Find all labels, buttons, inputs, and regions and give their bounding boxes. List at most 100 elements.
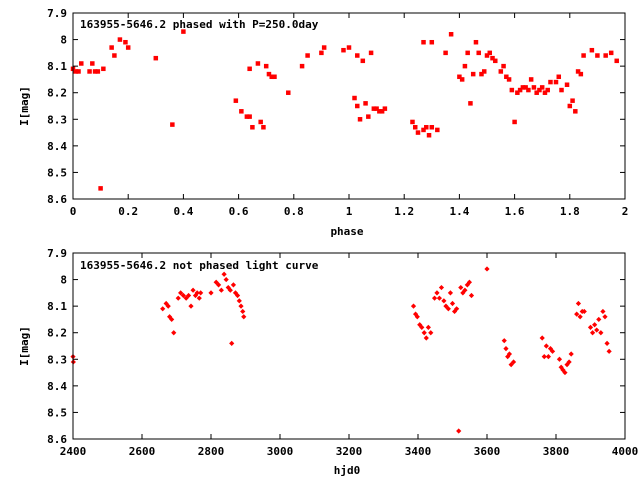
- phased-data-point: [109, 45, 114, 50]
- unphased-data-point: [232, 290, 239, 296]
- unphased-data-point: [454, 306, 460, 312]
- unphased-data-point: [449, 300, 456, 307]
- phased-y-tick-label: 8.2: [47, 87, 67, 100]
- phased-data-point: [575, 69, 581, 74]
- phased-marks: [70, 29, 619, 191]
- phased-data-point: [90, 61, 95, 66]
- unphased-data-point: [215, 282, 222, 288]
- phased-data-point: [346, 45, 352, 50]
- unphased-data-point: [238, 303, 244, 309]
- phased-data-point: [117, 37, 123, 42]
- phased-x-tick-label: 1.2: [394, 205, 414, 218]
- phased-data-point: [517, 87, 523, 93]
- unphased-data-point: [501, 338, 507, 344]
- phased-data-point: [468, 101, 473, 106]
- phased-data-point: [321, 45, 327, 50]
- unphased-x-tick-label: 3400: [405, 445, 432, 458]
- unphased-data-point: [564, 362, 570, 368]
- unphased-data-point: [419, 324, 425, 330]
- phased-data-point: [470, 71, 476, 77]
- phased-data-point: [567, 103, 573, 109]
- phased-data-point: [476, 50, 481, 56]
- unphased-data-point: [568, 351, 574, 357]
- unphased-data-point: [436, 295, 442, 301]
- phased-y-tick-label: 8.4: [47, 140, 67, 153]
- phased-x-tick-label: 1.8: [560, 205, 580, 218]
- phased-data-point: [255, 61, 261, 66]
- phased-data-point: [542, 90, 548, 95]
- phased-data-point: [87, 69, 92, 74]
- unphased-data-point: [464, 282, 470, 288]
- phased-data-point: [498, 69, 504, 74]
- phased-data-point: [526, 87, 531, 93]
- phased-x-axis-label: phase: [330, 225, 363, 238]
- unphased-data-point: [188, 303, 194, 309]
- phased-data-point: [501, 63, 506, 69]
- phased-data-point: [263, 63, 269, 69]
- unphased-data-point: [510, 359, 517, 365]
- unphased-x-tick-label: 3000: [267, 445, 294, 458]
- phased-data-point: [573, 109, 578, 114]
- unphased-data-point: [600, 308, 606, 315]
- phased-y-tick-label: 8.5: [47, 166, 67, 179]
- phased-data-point: [570, 98, 575, 103]
- unphased-data-point: [218, 287, 224, 293]
- phased-data-point: [272, 74, 277, 80]
- unphased-data-point: [604, 340, 610, 346]
- unphased-data-point: [208, 290, 214, 296]
- phased-data-point: [382, 106, 388, 111]
- phased-data-point: [181, 29, 186, 34]
- unphased-data-point: [556, 356, 563, 362]
- phased-chart-title: 163955-5646.2 phased with P=250.0day: [80, 18, 319, 31]
- unphased-data-point: [412, 311, 419, 317]
- phased-data-point: [448, 32, 454, 37]
- phased-data-point: [123, 39, 128, 45]
- phased-data-point: [250, 125, 255, 130]
- unphased-data-point: [458, 284, 464, 291]
- unphased-data-point: [575, 300, 582, 307]
- phased-data-point: [379, 109, 385, 114]
- phased-data-point: [76, 69, 81, 74]
- phased-x-tick-label: 1: [346, 205, 353, 218]
- unphased-x-tick-label: 2800: [198, 445, 225, 458]
- unphased-data-point: [428, 330, 434, 336]
- phased-data-point: [357, 117, 363, 122]
- phased-data-point: [462, 63, 468, 69]
- unphased-data-point: [484, 266, 490, 272]
- phased-data-point: [371, 106, 377, 111]
- unphased-data-point: [587, 324, 594, 330]
- phased-data-point: [581, 53, 586, 58]
- unphased-data-point: [196, 295, 202, 301]
- unphased-data-point: [541, 354, 547, 360]
- unphased-data-point: [229, 340, 235, 346]
- unphased-panel: 2400 2600 2800 3000 3200 3400 3600 3800 4000 7.9 8…: [18, 247, 638, 477]
- phased-panel: 0 0.2 0.4 0.6 0.8 1 1.2 1.4 1.6 1.8 2 7.9 8 8.1 8.2 8.3…: [18, 7, 628, 238]
- phased-data-point: [603, 53, 608, 58]
- phased-x-tick-label: 1.6: [505, 205, 525, 218]
- phased-data-point: [286, 90, 291, 95]
- phased-data-point: [426, 132, 432, 138]
- phased-data-point: [520, 85, 526, 90]
- unphased-data-point: [438, 284, 445, 291]
- unphased-data-point: [240, 308, 246, 315]
- unphased-data-point: [460, 290, 466, 296]
- phased-data-point: [534, 90, 539, 95]
- unphased-chart-title: 163955-5646.2 not phased light curve: [80, 259, 319, 272]
- unphased-data-point: [466, 279, 473, 285]
- unphased-data-point: [180, 292, 186, 299]
- phased-x-tick-label: 0.4: [173, 205, 193, 218]
- phased-data-point: [258, 119, 263, 125]
- unphased-data-point: [190, 287, 196, 293]
- phased-x-tick-label: 0: [70, 205, 77, 218]
- phased-data-point: [459, 77, 465, 82]
- phased-data-point: [457, 74, 462, 80]
- unphased-ticks: 2400 2600 2800 3000 3200 3400 3600 3800 4000 7.9 8…: [47, 247, 638, 458]
- phased-data-point: [487, 50, 493, 56]
- phased-x-tick-label: 2: [622, 205, 629, 218]
- phased-data-point: [559, 87, 564, 93]
- phased-y-tick-label: 8.6: [47, 193, 67, 206]
- phased-data-point: [484, 53, 490, 58]
- phased-data-point: [515, 90, 520, 95]
- phased-data-point: [504, 74, 509, 80]
